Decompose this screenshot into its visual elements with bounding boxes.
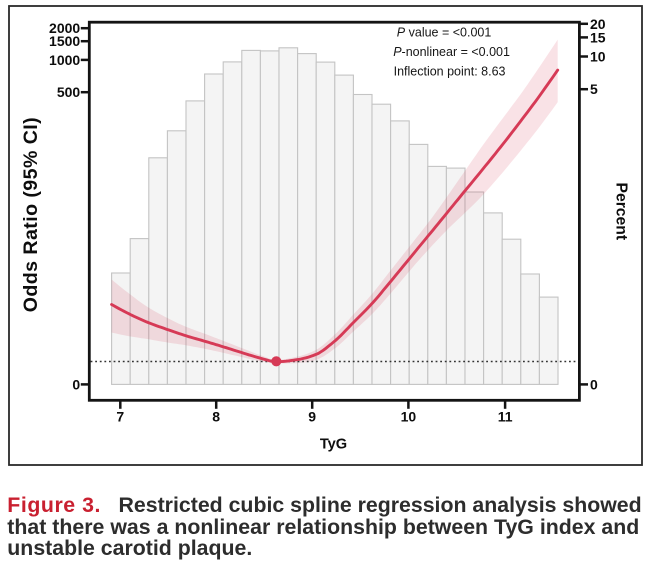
svg-text:5: 5 [590,81,598,97]
svg-text:500: 500 [57,84,81,100]
svg-text:9: 9 [308,409,316,425]
svg-text:P value = <0.001: P value = <0.001 [397,26,492,40]
svg-text:8: 8 [212,409,220,425]
svg-text:1500: 1500 [49,33,80,49]
svg-text:15: 15 [590,29,606,45]
svg-text:Inflection point: 8.63: Inflection point: 8.63 [394,65,506,79]
svg-text:7: 7 [116,409,124,425]
svg-text:TyG: TyG [320,437,347,453]
svg-text:0: 0 [590,376,598,392]
svg-text:1000: 1000 [49,52,80,68]
svg-text:10: 10 [401,409,417,425]
svg-text:20: 20 [590,16,606,32]
svg-text:10: 10 [590,49,606,65]
svg-text:P-nonlinear = <0.001: P-nonlinear = <0.001 [393,45,510,59]
svg-text:11: 11 [498,409,513,425]
svg-text:Percent: Percent [612,183,629,241]
svg-text:Odds Ratio (95% CI): Odds Ratio (95% CI) [20,117,42,312]
svg-text:2000: 2000 [49,20,80,36]
svg-text:0: 0 [72,376,80,392]
